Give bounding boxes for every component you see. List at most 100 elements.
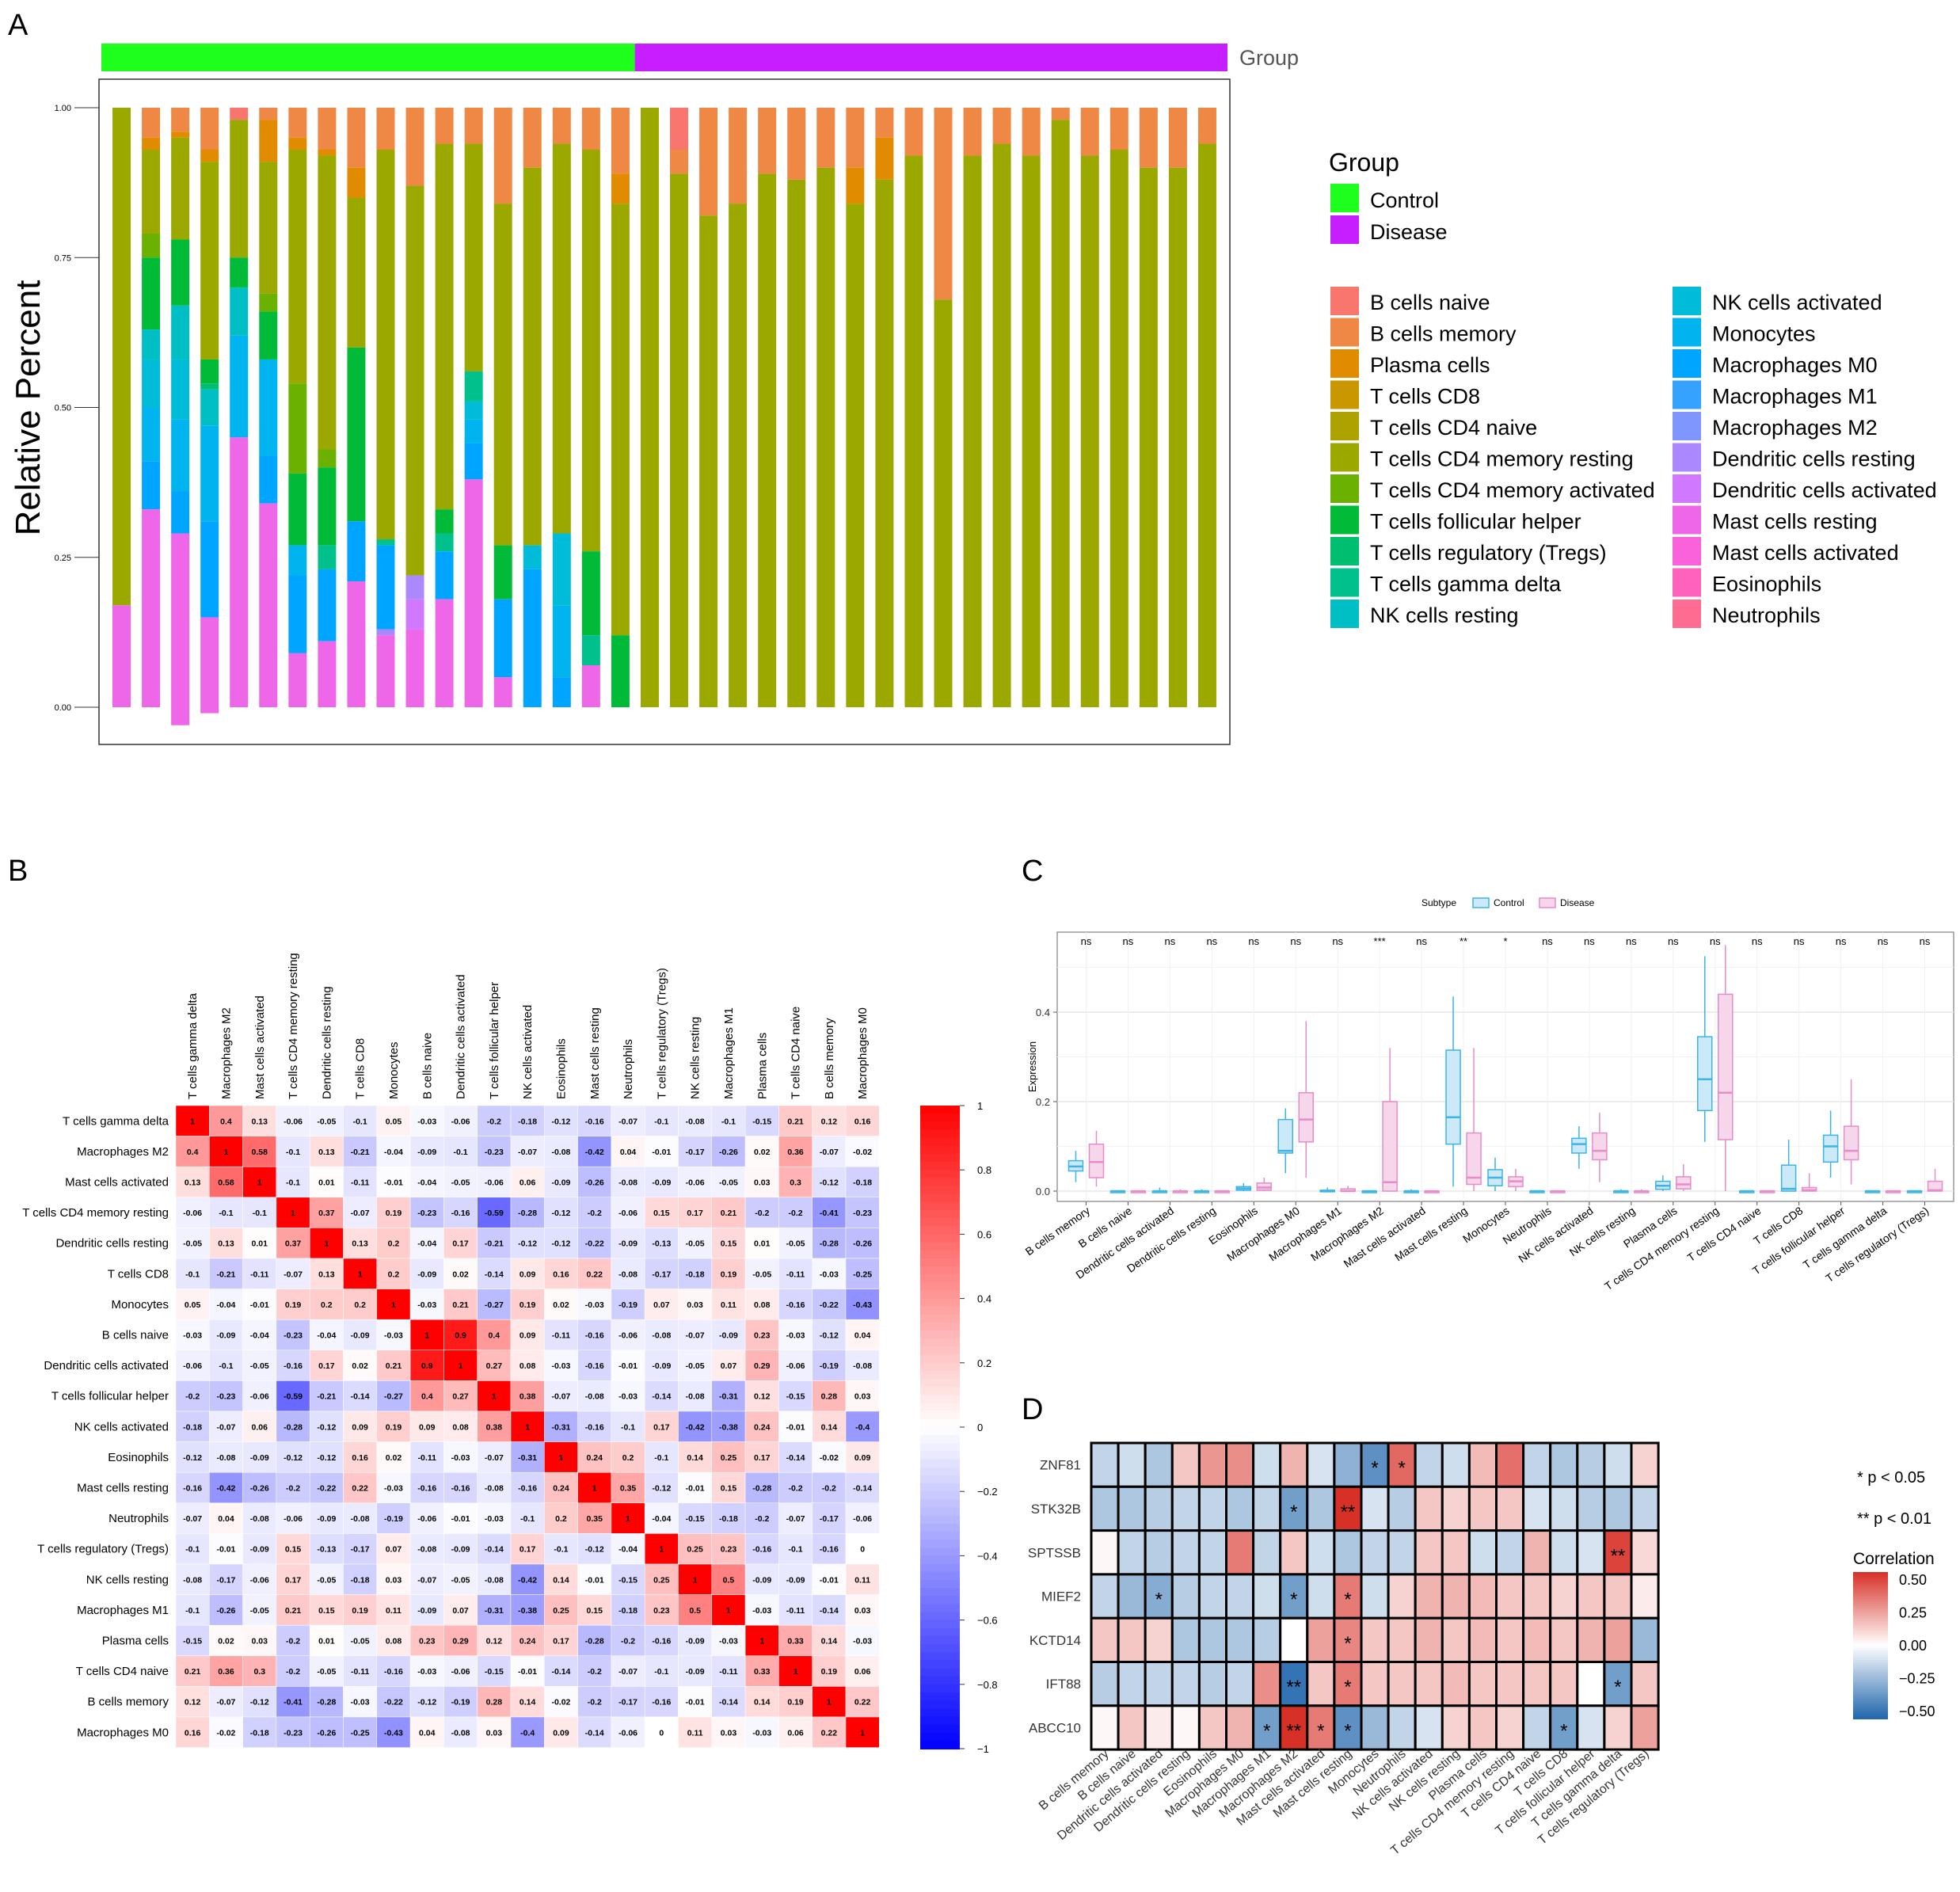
heatmap-cell-value: -0.26	[719, 1148, 738, 1157]
colorbar-step	[920, 1274, 960, 1284]
heatmap-cell	[1549, 1661, 1579, 1707]
panel-c: 0.0 0.2 0.4 Expression Subtype Control Disease…	[1023, 897, 1954, 1292]
heatmap-cell-value: 0.01	[252, 1239, 268, 1249]
row-label: ZNF81	[1040, 1458, 1081, 1473]
heatmap-cell-value: 0.24	[553, 1484, 569, 1494]
heatmap-cell	[376, 1502, 411, 1534]
bar-segment	[259, 108, 278, 120]
heatmap-cell	[309, 1380, 344, 1412]
heatmap-cell-value: -0.21	[317, 1392, 336, 1402]
heatmap-cell	[1170, 1529, 1201, 1576]
heatmap-cell	[376, 1686, 411, 1718]
legend-color-step	[1853, 1706, 1888, 1710]
group-bar-disease	[634, 44, 1227, 71]
heatmap-cell	[644, 1594, 679, 1626]
heatmap-cell-value: 0.17	[653, 1422, 670, 1432]
colorbar-step	[920, 1635, 960, 1646]
box-body	[1466, 1132, 1482, 1186]
heatmap-cell	[1170, 1616, 1201, 1663]
bar-segment	[288, 137, 307, 150]
heatmap-cell-value: 0.07	[653, 1300, 670, 1310]
heatmap-cell-value: 1	[626, 1514, 630, 1524]
significance-star: **	[1611, 1545, 1626, 1567]
heatmap-cell	[477, 1258, 512, 1289]
significance-label: ns	[1206, 935, 1217, 947]
heatmap-cell-value: -0.15	[183, 1637, 202, 1646]
heatmap-cell	[611, 1563, 645, 1595]
heatmap-cell	[544, 1228, 578, 1259]
heatmap-cell-value: -0.14	[485, 1545, 504, 1555]
bar-segment	[200, 162, 219, 360]
heatmap-cell-value: 0.09	[854, 1453, 871, 1463]
heatmap-cell-value: 0.06	[854, 1667, 871, 1677]
colorbar-tick-label: −1	[977, 1743, 989, 1755]
heatmap-cell-value: -0.08	[250, 1514, 269, 1524]
cell-type-legend-swatch	[1673, 537, 1701, 565]
heatmap-cell-value: 0.2	[388, 1239, 400, 1249]
heatmap-cell-value: 0.2	[321, 1300, 333, 1310]
heatmap-cell	[1333, 1441, 1363, 1488]
group-legend-label: Disease	[1370, 220, 1448, 244]
cell-type-legend-swatch	[1673, 443, 1701, 472]
colorbar-tick-label: −0.8	[977, 1679, 998, 1691]
heatmap-cell-value: 0.5	[689, 1606, 701, 1616]
heatmap-cell-value: -0.03	[417, 1300, 436, 1310]
cell-type-legend-swatch	[1330, 600, 1359, 628]
heatmap-cell-value: -0.09	[451, 1545, 470, 1555]
heatmap-cell	[678, 1655, 713, 1687]
heatmap-cell	[376, 1319, 411, 1351]
significance-label: ns	[1123, 935, 1134, 947]
heatmap-cell-value: -0.03	[451, 1453, 470, 1463]
heatmap-cell	[376, 1166, 411, 1198]
heatmap-cell	[812, 1624, 847, 1657]
heatmap-cell	[1603, 1485, 1633, 1532]
heatmap-cell-value: -0.08	[183, 1575, 202, 1585]
heatmap-cell	[845, 1533, 880, 1565]
colorbar-step	[920, 1290, 960, 1300]
column-label: Neutrophils	[622, 1039, 635, 1099]
heatmap-cell	[1333, 1529, 1363, 1576]
heatmap-cell-value: -0.06	[250, 1392, 269, 1402]
heatmap-cell	[209, 1380, 243, 1412]
heatmap-cell-value: 1	[459, 1361, 463, 1371]
heatmap-cell-value: 0.33	[787, 1637, 804, 1646]
colorbar-step	[920, 1588, 960, 1597]
legend-tick-label: 0.00	[1899, 1638, 1927, 1654]
heatmap-cell	[1495, 1529, 1525, 1576]
heatmap-cell	[242, 1624, 277, 1657]
heatmap-cell-value: -0.26	[317, 1728, 336, 1738]
heatmap-cell-value: -0.16	[451, 1484, 470, 1494]
heatmap-cell-value: -0.09	[551, 1178, 570, 1188]
heatmap-cell	[309, 1136, 344, 1167]
colorbar-tick-label: 1	[977, 1100, 983, 1112]
colorbar-step	[920, 1121, 960, 1131]
heatmap-cell	[443, 1624, 478, 1657]
heatmap-cell	[1441, 1661, 1471, 1707]
heatmap-cell-value: -0.08	[351, 1514, 370, 1524]
bar-segment	[288, 108, 307, 138]
heatmap-cell	[644, 1716, 679, 1748]
heatmap-cell-value: -0.08	[618, 1270, 637, 1279]
heatmap-cell-value: -0.2	[755, 1514, 769, 1524]
heatmap-cell-value: -0.1	[789, 1545, 803, 1555]
bar-segment	[1139, 167, 1158, 707]
heatmap-cell-value: -0.2	[487, 1117, 501, 1126]
heatmap-cell-value: -0.03	[384, 1331, 403, 1341]
colorbar-step	[920, 1708, 960, 1718]
heatmap-cell	[812, 1594, 847, 1626]
row-label: NK cells resting	[86, 1573, 169, 1586]
heatmap-cell	[1522, 1573, 1552, 1620]
colorbar-step	[920, 1370, 960, 1380]
significance-label: ns	[1290, 935, 1301, 947]
colorbar-step	[920, 1451, 960, 1460]
heatmap-cell-value: -0.42	[216, 1484, 235, 1494]
heatmap-cell	[611, 1441, 645, 1473]
colorbar-step	[920, 1306, 960, 1315]
heatmap-cell	[242, 1319, 277, 1351]
bar-segment	[318, 641, 337, 707]
bar-segment	[464, 143, 483, 372]
heatmap-cell-value: 0.22	[352, 1484, 368, 1494]
heatmap-cell-value: 1	[759, 1637, 764, 1646]
heatmap-cell-value: -0.07	[183, 1514, 202, 1524]
